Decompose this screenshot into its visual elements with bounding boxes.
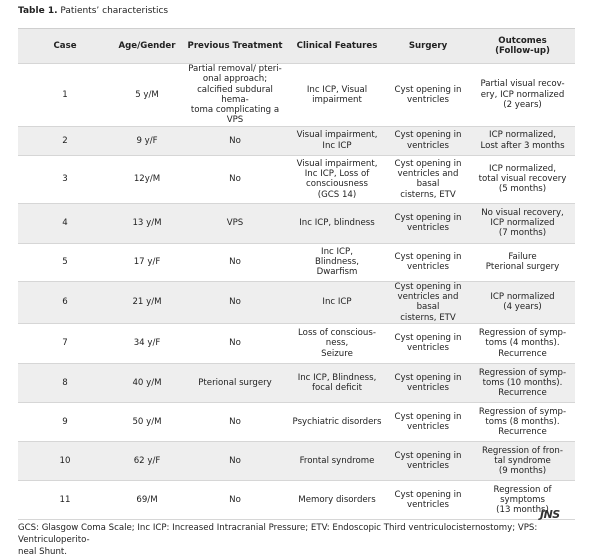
table-cell: Cyst opening in ventricles [386,63,470,127]
table-cell: Visual impairment, Inc ICP, Loss of cons… [288,155,386,204]
table-cell: No [182,243,288,282]
table-cell: 12y/M [112,155,182,204]
table-row: 8 40 y/M Pterional surgery Inc ICP, Blindne… [18,363,575,403]
table-caption: Table 1. Patients’ characteristics [18,6,168,16]
table-cell: 1 [18,63,112,127]
table-cell: Cyst opening in ventricles [386,402,470,442]
table-cell: No [182,126,288,156]
table-cell: No [182,402,288,442]
header-cell: Outcomes (Follow-up) [470,28,575,64]
table-cell: Psychiatric disorders [288,402,386,442]
table-cell: 7 [18,323,112,364]
table-cell: 11 [18,480,112,520]
table-cell: Frontal syndrome [288,441,386,481]
table-cell: Cyst opening in ventricles [386,243,470,282]
table-row: 6 21 y/M No Inc ICP Cyst opening in ventricl… [18,281,575,324]
table-cell: Memory disorders [288,480,386,520]
table-cell: No [182,323,288,364]
table-cell: 13 y/M [112,203,182,244]
header-cell: Surgery [386,28,470,64]
table-cell: 34 y/F [112,323,182,364]
table-cell: 62 y/F [112,441,182,481]
table-cell: No [182,441,288,481]
table-cell: No visual recovery, ICP normalized (7 mo… [470,203,575,244]
table-cell: Regression of symp- toms (8 months). Rec… [470,402,575,442]
table-cell: Pterional surgery [182,363,288,403]
patients-table: Case Age/Gender Previous Treatment Clinical… [18,28,575,520]
table-cell: Partial visual recov- ery, ICP normalize… [470,63,575,127]
header-cell: Clinical Features [288,28,386,64]
table-cell: 40 y/M [112,363,182,403]
table-row: 3 12y/M No Visual impairment, Inc ICP, Loss… [18,155,575,204]
table-cell: Visual impairment, Inc ICP [288,126,386,156]
table-cell: Loss of conscious- ness, Seizure [288,323,386,364]
header-cell: Previous Treatment [182,28,288,64]
table-row: 5 17 y/F No Inc ICP, Blindness, Dwarfism Cys… [18,243,575,282]
table-cell: Failure Pterional surgery [470,243,575,282]
table-row: 11 69/M No Memory disorders Cyst opening in … [18,480,575,520]
table-row: 7 34 y/F No Loss of conscious- ness, Seizur… [18,323,575,364]
header-cell: Age/Gender [112,28,182,64]
table-cell: 4 [18,203,112,244]
table-cell: 9 [18,402,112,442]
table-cell: 10 [18,441,112,481]
table-cell: Cyst opening in ventricles [386,363,470,403]
table-row: 4 13 y/M VPS Inc ICP, blindness Cyst opening… [18,203,575,244]
table-cell: Cyst opening in ventricles [386,126,470,156]
header-row: Case Age/Gender Previous Treatment Clinical… [18,28,575,64]
table-cell: 6 [18,281,112,324]
table-cell: Inc ICP, Blindness, Dwarfism [288,243,386,282]
table-cell: 5 [18,243,112,282]
table-cell: Cyst opening in ventricles [386,441,470,481]
table-cell: No [182,480,288,520]
table-cell: No [182,281,288,324]
table-cell: 5 y/M [112,63,182,127]
table-row: 10 62 y/F No Frontal syndrome Cyst opening i… [18,441,575,481]
table-cell: Cyst opening in ventricles [386,323,470,364]
table-cell: Inc ICP, blindness [288,203,386,244]
table-cell: Cyst opening in ventricles and basal cis… [386,281,470,324]
table-cell: 9 y/F [112,126,182,156]
table-cell: Regression of symptoms (13 months) [470,480,575,520]
table-cell: Cyst opening in ventricles [386,203,470,244]
table-cell: Regression of symp- toms (4 months). Rec… [470,323,575,364]
table-cell: Regression of symp- toms (10 months). Re… [470,363,575,403]
header-cell: Case [18,28,112,64]
table-cell: ICP normalized, total visual recovery (5… [470,155,575,204]
table-cell: 69/M [112,480,182,520]
table-cell: Inc ICP, Visual impairment [288,63,386,127]
table-cell: ICP normalized, Lost after 3 months [470,126,575,156]
table-cell: VPS [182,203,288,244]
table-cell: Cyst opening in ventricles and basal cis… [386,155,470,204]
table-cell: 2 [18,126,112,156]
table-cell: ICP normalized (4 years) [470,281,575,324]
table-cell: 8 [18,363,112,403]
table-cell: 17 y/F [112,243,182,282]
table-cell: 21 y/M [112,281,182,324]
table-row: 9 50 y/M No Psychiatric disorders Cyst openi… [18,402,575,442]
table-cell: Inc ICP, Blindness, focal deficit [288,363,386,403]
table-cell: 50 y/M [112,402,182,442]
caption-text: Patients’ characteristics [60,6,169,16]
caption-label: Table 1. [18,6,58,16]
table-cell: 3 [18,155,112,204]
table-cell: Cyst opening in ventricles [386,480,470,520]
table-cell: Inc ICP [288,281,386,324]
table-cell: No [182,155,288,204]
table-cell: Partial removal/ pteri- onal approach; c… [182,63,288,127]
table-cell: Regression of fron- tal syndrome (9 mont… [470,441,575,481]
footnote: GCS: Glasgow Coma Scale; Inc ICP: Increa… [18,523,538,557]
journal-logo: JNS [540,508,560,521]
